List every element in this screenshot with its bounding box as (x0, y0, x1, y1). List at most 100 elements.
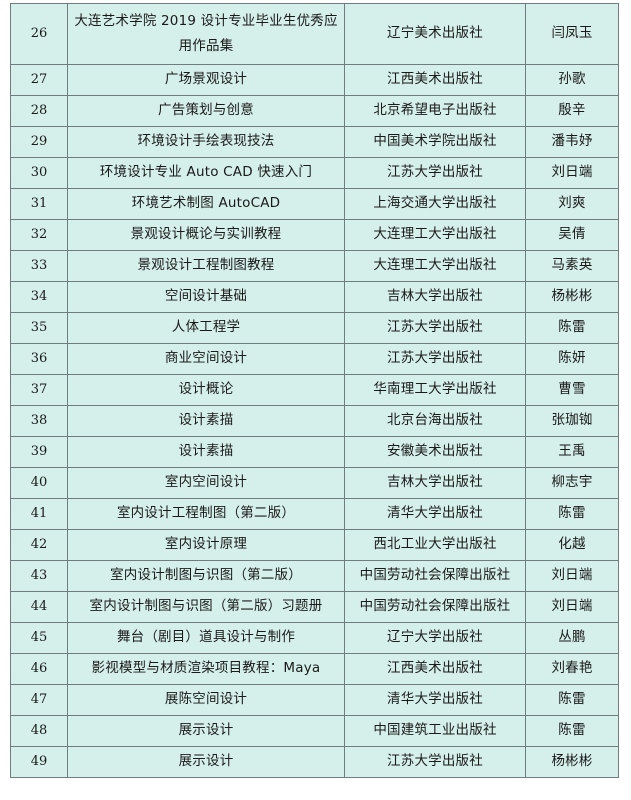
table-row: 39 设计素描 安徽美术出版社 王禹 (10, 436, 619, 468)
cell-author: 王禹 (525, 436, 619, 468)
cell-index: 37 (10, 374, 68, 406)
cell-author: 杨彬彬 (525, 746, 619, 778)
cell-index: 28 (10, 95, 68, 127)
cell-publisher: 上海交通大学出版社 (344, 188, 526, 220)
cell-index: 47 (10, 684, 68, 716)
cell-index: 45 (10, 622, 68, 654)
cell-title: 广场景观设计 (67, 64, 345, 96)
table-row: 31 环境艺术制图 AutoCAD 上海交通大学出版社 刘爽 (10, 188, 619, 220)
table-row: 37 设计概论 华南理工大学出版社 曹雪 (10, 374, 619, 406)
cell-author: 孙歌 (525, 64, 619, 96)
cell-author: 刘日端 (525, 560, 619, 592)
cell-title: 设计素描 (67, 436, 345, 468)
cell-author: 陈雷 (525, 715, 619, 747)
cell-author: 陈雷 (525, 498, 619, 530)
cell-index: 34 (10, 281, 68, 313)
table-row: 35 人体工程学 江苏大学出版社 陈雷 (10, 312, 619, 344)
cell-title: 室内设计工程制图（第二版） (67, 498, 345, 530)
table-row: 29 环境设计手绘表现技法 中国美术学院出版社 潘韦妤 (10, 126, 619, 158)
cell-title: 环境设计手绘表现技法 (67, 126, 345, 158)
cell-index: 35 (10, 312, 68, 344)
cell-index: 38 (10, 405, 68, 437)
table-row: 42 室内设计原理 西北工业大学出版社 化越 (10, 529, 619, 561)
table-row: 49 展示设计 江苏大学出版社 杨彬彬 (10, 746, 619, 778)
cell-author: 陈雷 (525, 312, 619, 344)
cell-index: 48 (10, 715, 68, 747)
cell-publisher: 北京希望电子出版社 (344, 95, 526, 127)
cell-index: 33 (10, 250, 68, 282)
table-row: 27 广场景观设计 江西美术出版社 孙歌 (10, 64, 619, 96)
cell-index: 31 (10, 188, 68, 220)
cell-publisher: 大连理工大学出版社 (344, 219, 526, 251)
cell-publisher: 江苏大学出版社 (344, 312, 526, 344)
cell-author: 张珈铷 (525, 405, 619, 437)
cell-index: 41 (10, 498, 68, 530)
table-row: 33 景观设计工程制图教程 大连理工大学出版社 马素英 (10, 250, 619, 282)
cell-author: 闫凤玉 (525, 3, 619, 65)
cell-title: 环境艺术制图 AutoCAD (67, 188, 345, 220)
cell-index: 36 (10, 343, 68, 375)
cell-author: 陈妍 (525, 343, 619, 375)
cell-index: 42 (10, 529, 68, 561)
cell-publisher: 辽宁大学出版社 (344, 622, 526, 654)
cell-author: 马素英 (525, 250, 619, 282)
cell-index: 30 (10, 157, 68, 189)
cell-publisher: 中国劳动社会保障出版社 (344, 591, 526, 623)
cell-publisher: 中国美术学院出版社 (344, 126, 526, 158)
cell-publisher: 西北工业大学出版社 (344, 529, 526, 561)
cell-publisher: 江西美术出版社 (344, 64, 526, 96)
cell-title: 室内设计制图与识图（第二版） (67, 560, 345, 592)
cell-index: 40 (10, 467, 68, 499)
cell-publisher: 吉林大学出版社 (344, 281, 526, 313)
table-row: 36 商业空间设计 江苏大学出版社 陈妍 (10, 343, 619, 375)
cell-index: 29 (10, 126, 68, 158)
cell-author: 刘春艳 (525, 653, 619, 685)
cell-title: 景观设计工程制图教程 (67, 250, 345, 282)
cell-index: 49 (10, 746, 68, 778)
cell-author: 刘日端 (525, 591, 619, 623)
cell-title: 展示设计 (67, 746, 345, 778)
cell-publisher: 江苏大学出版社 (344, 343, 526, 375)
cell-index: 43 (10, 560, 68, 592)
cell-title: 展示设计 (67, 715, 345, 747)
table-row: 44 室内设计制图与识图（第二版）习题册 中国劳动社会保障出版社 刘日端 (10, 591, 619, 623)
cell-title: 商业空间设计 (67, 343, 345, 375)
cell-publisher: 中国建筑工业出版社 (344, 715, 526, 747)
cell-publisher: 大连理工大学出版社 (344, 250, 526, 282)
cell-author: 曹雪 (525, 374, 619, 406)
cell-author: 刘日端 (525, 157, 619, 189)
cell-author: 柳志宇 (525, 467, 619, 499)
cell-publisher: 中国劳动社会保障出版社 (344, 560, 526, 592)
cell-index: 27 (10, 64, 68, 96)
table-row: 43 室内设计制图与识图（第二版） 中国劳动社会保障出版社 刘日端 (10, 560, 619, 592)
table-row: 45 舞台（剧目）道具设计与制作 辽宁大学出版社 丛鹏 (10, 622, 619, 654)
cell-publisher: 清华大学出版社 (344, 684, 526, 716)
cell-index: 44 (10, 591, 68, 623)
cell-publisher: 安徽美术出版社 (344, 436, 526, 468)
cell-publisher: 华南理工大学出版社 (344, 374, 526, 406)
book-list-table: 26 大连艺术学院 2019 设计专业毕业生优秀应用作品集 辽宁美术出版社 闫凤玉 27… (10, 3, 619, 778)
table-row: 41 室内设计工程制图（第二版） 清华大学出版社 陈雷 (10, 498, 619, 530)
cell-author: 丛鹏 (525, 622, 619, 654)
cell-author: 吴倩 (525, 219, 619, 251)
cell-author: 杨彬彬 (525, 281, 619, 313)
cell-author: 陈雷 (525, 684, 619, 716)
cell-title: 展陈空间设计 (67, 684, 345, 716)
cell-title: 环境设计专业 Auto CAD 快速入门 (67, 157, 345, 189)
cell-title: 影视模型与材质渲染项目教程：Maya (67, 653, 345, 685)
table-row: 38 设计素描 北京台海出版社 张珈铷 (10, 405, 619, 437)
cell-title: 景观设计概论与实训教程 (67, 219, 345, 251)
table-row: 30 环境设计专业 Auto CAD 快速入门 江苏大学出版社 刘日端 (10, 157, 619, 189)
table-row: 34 空间设计基础 吉林大学出版社 杨彬彬 (10, 281, 619, 313)
cell-title: 室内设计原理 (67, 529, 345, 561)
cell-title: 设计素描 (67, 405, 345, 437)
cell-title: 大连艺术学院 2019 设计专业毕业生优秀应用作品集 (67, 3, 345, 65)
cell-title: 室内设计制图与识图（第二版）习题册 (67, 591, 345, 623)
table-row: 26 大连艺术学院 2019 设计专业毕业生优秀应用作品集 辽宁美术出版社 闫凤玉 (10, 3, 619, 65)
cell-publisher: 江苏大学出版社 (344, 746, 526, 778)
table-row: 46 影视模型与材质渲染项目教程：Maya 江西美术出版社 刘春艳 (10, 653, 619, 685)
cell-publisher: 江西美术出版社 (344, 653, 526, 685)
cell-title: 设计概论 (67, 374, 345, 406)
cell-index: 32 (10, 219, 68, 251)
